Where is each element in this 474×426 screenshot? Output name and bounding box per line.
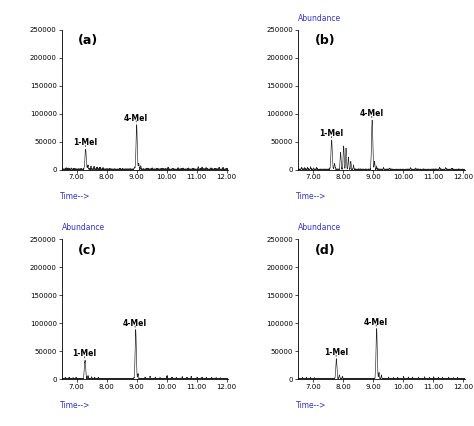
Text: Time-->: Time-->	[296, 401, 327, 411]
Text: 4-MeI: 4-MeI	[359, 109, 383, 118]
Text: (c): (c)	[78, 244, 97, 256]
Text: 4-MeI: 4-MeI	[124, 114, 148, 123]
Text: Abundance: Abundance	[62, 223, 105, 233]
Text: 1-MeI: 1-MeI	[73, 349, 97, 358]
Text: (a): (a)	[78, 34, 99, 47]
Text: (d): (d)	[315, 244, 335, 256]
Text: 1-MeI: 1-MeI	[324, 348, 348, 357]
Text: Time-->: Time-->	[60, 192, 91, 201]
Text: Abundance: Abundance	[298, 223, 341, 233]
Text: Time-->: Time-->	[60, 401, 91, 411]
Text: 4-MeI: 4-MeI	[122, 319, 146, 328]
Text: Time-->: Time-->	[296, 192, 327, 201]
Text: (b): (b)	[315, 34, 335, 47]
Text: 1-MeI: 1-MeI	[319, 129, 343, 138]
Text: 4-MeI: 4-MeI	[364, 318, 388, 327]
Text: 1-MeI: 1-MeI	[73, 138, 97, 147]
Text: Abundance: Abundance	[298, 14, 341, 23]
